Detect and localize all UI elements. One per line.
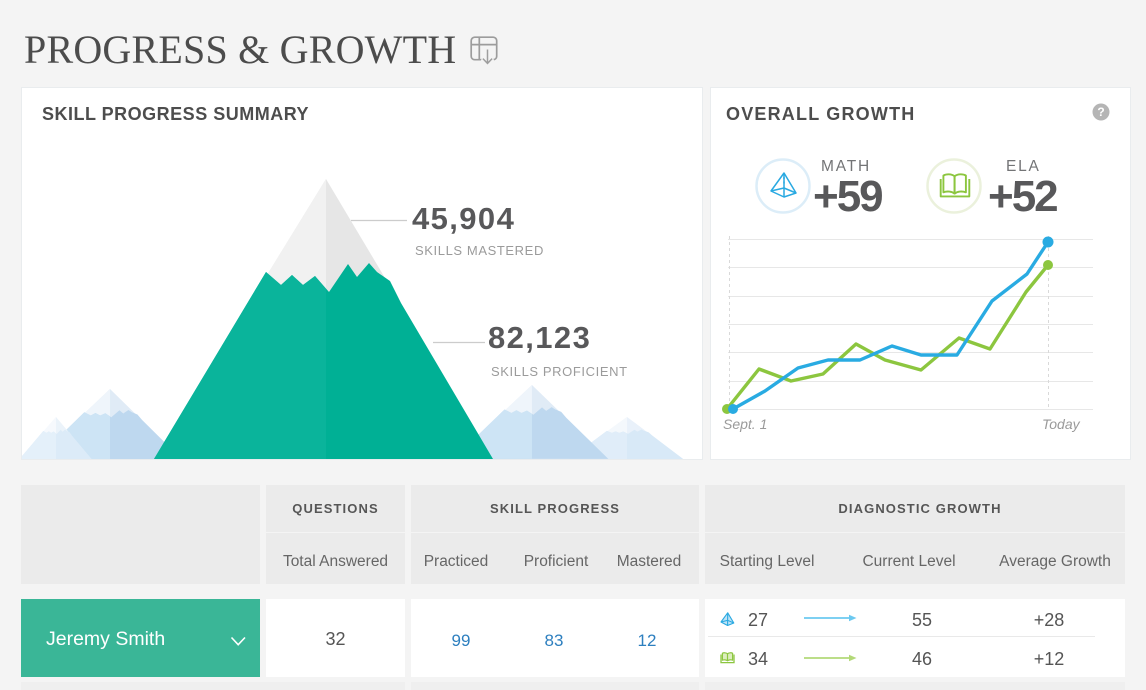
svg-text:?: ? [1097, 105, 1104, 119]
